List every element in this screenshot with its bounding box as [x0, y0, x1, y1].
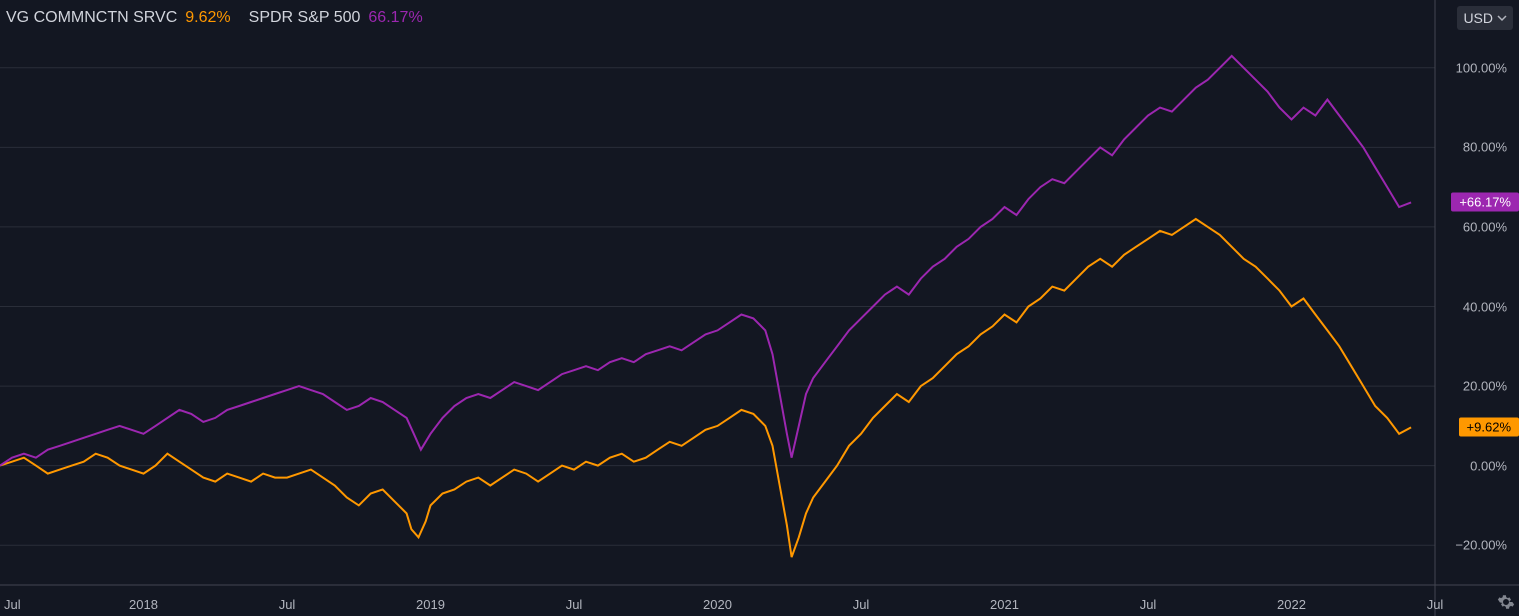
legend-series-spy[interactable]: SPDR S&P 500 66.17%	[249, 9, 423, 27]
x-tick-label: Jul	[853, 597, 870, 612]
y-tick-label: 100.00%	[1456, 60, 1507, 75]
x-tick-label: 2021	[990, 597, 1019, 612]
currency-selector[interactable]: USD	[1457, 6, 1513, 30]
legend-value: 9.62%	[185, 9, 230, 27]
chevron-down-icon	[1497, 13, 1507, 23]
x-tick-label: Jul	[279, 597, 296, 612]
y-axis: −20.00% 0.00% 20.00% 40.00% 60.00% 80.00% 100.…	[1435, 0, 1519, 616]
y-tick-label: 40.00%	[1463, 299, 1507, 314]
x-tick-label: Jul	[1427, 597, 1444, 612]
series-line-vg	[0, 219, 1411, 557]
x-tick-label: Jul	[4, 597, 21, 612]
chart-area[interactable]: −20.00% 0.00% 20.00% 40.00% 60.00% 80.00% 100.…	[0, 0, 1519, 616]
y-tick-label: −20.00%	[1455, 538, 1507, 553]
chart-svg	[0, 0, 1519, 616]
legend-name: SPDR S&P 500	[249, 9, 361, 27]
y-tick-label: 60.00%	[1463, 219, 1507, 234]
x-tick-label: 2022	[1277, 597, 1306, 612]
x-axis: Jul 2018 Jul 2019 Jul 2020 Jul 2021 Jul 2022 Jul	[0, 588, 1519, 616]
legend-value: 66.17%	[368, 9, 422, 27]
price-tag-vg: +9.62%	[1459, 418, 1519, 437]
y-tick-label: 20.00%	[1463, 379, 1507, 394]
settings-icon[interactable]	[1497, 593, 1515, 611]
legend-name: VG COMMNCTN SRVC	[6, 9, 177, 27]
x-tick-label: Jul	[566, 597, 583, 612]
y-tick-label: 0.00%	[1470, 458, 1507, 473]
x-tick-label: Jul	[1140, 597, 1157, 612]
x-tick-label: 2020	[703, 597, 732, 612]
x-tick-label: 2019	[416, 597, 445, 612]
chart-legend: VG COMMNCTN SRVC 9.62% SPDR S&P 500 66.1…	[6, 6, 1513, 30]
y-tick-label: 80.00%	[1463, 140, 1507, 155]
price-tag-spy: +66.17%	[1451, 193, 1519, 212]
series-line-spy	[0, 56, 1411, 466]
x-tick-label: 2018	[129, 597, 158, 612]
currency-value: USD	[1463, 10, 1493, 26]
legend-series-vg[interactable]: VG COMMNCTN SRVC 9.62%	[6, 9, 231, 27]
